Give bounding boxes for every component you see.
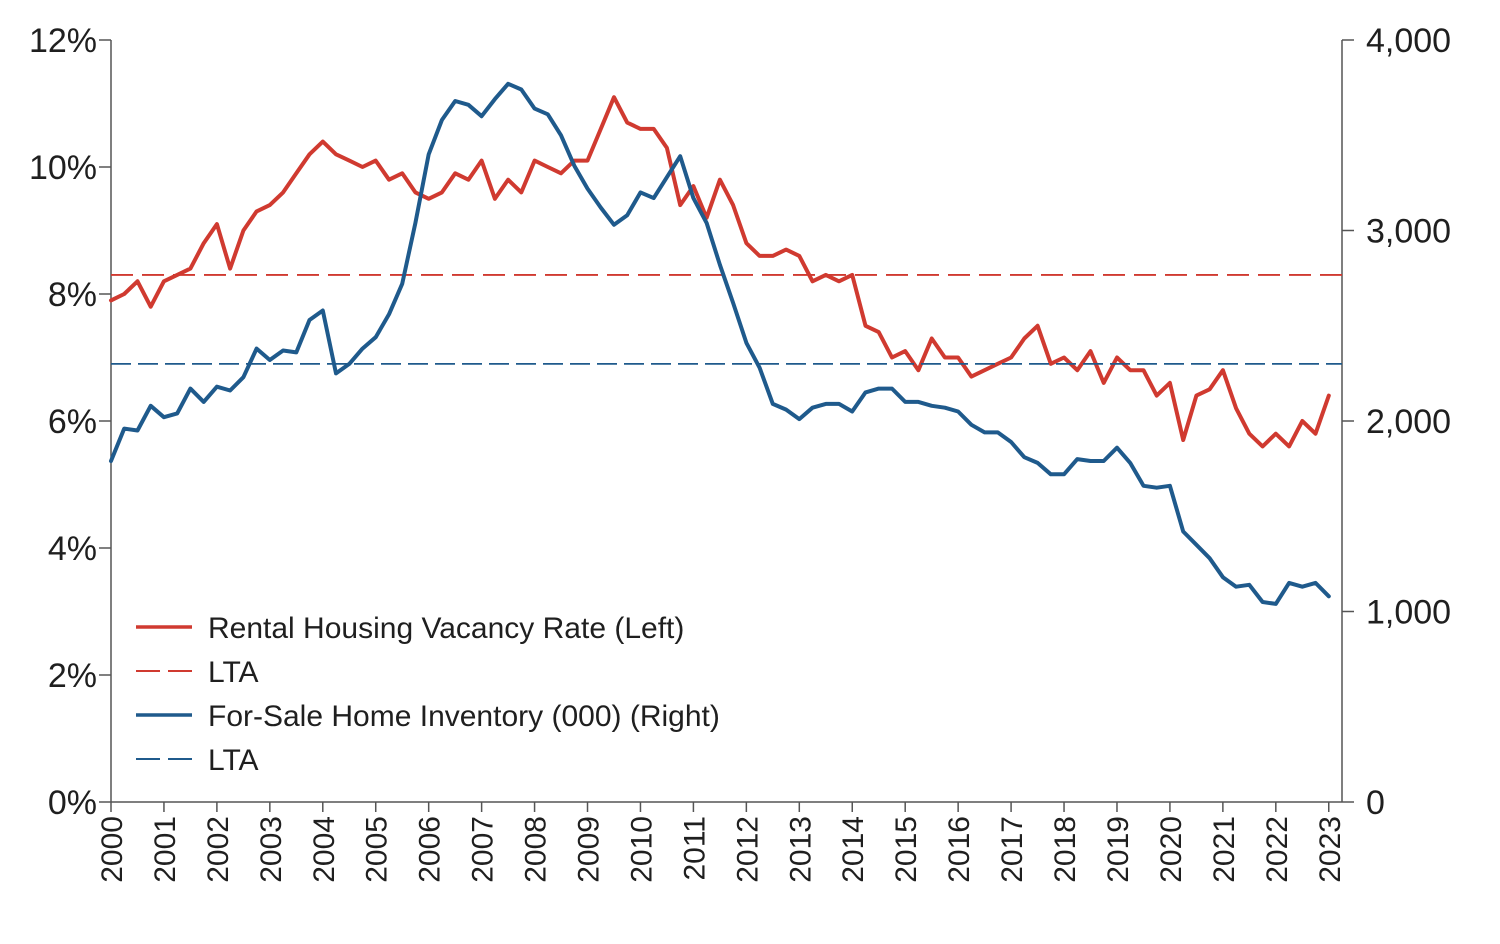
legend-label: LTA [208,744,259,777]
axes [110,40,1343,803]
x-axis-ticks: 2000 2001 2002 2003 2004 2005 2006 2007 2008 2009… [96,802,1347,883]
x-tick-label: 2017 [996,816,1029,883]
right-tick-label: 0 [1366,784,1385,822]
x-tick-label: 2018 [1049,816,1082,883]
left-tick-label: 10% [29,149,97,187]
series-line-0 [109,95,1331,449]
x-tick-label: 2023 [1314,816,1347,883]
x-tick-label: 2009 [573,816,606,883]
x-tick-label: 2008 [520,816,553,883]
x-tick-label: 2003 [255,816,288,883]
series-layer [109,81,1342,606]
x-tick-label: 2011 [678,816,711,881]
x-tick-label: 2021 [1208,816,1241,883]
x-tick-label: 2022 [1261,816,1294,883]
right-tick-label: 4,000 [1366,22,1451,60]
right-tick-label: 2,000 [1366,403,1451,441]
x-tick-label: 2016 [943,816,976,883]
right-axis-ticks: 0 1,000 2,000 3,000 4,000 [1342,22,1451,822]
right-tick-label: 3,000 [1366,213,1451,251]
x-tick-label: 2002 [202,816,235,883]
x-tick-label: 2020 [1155,816,1188,883]
x-tick-label: 2005 [361,816,394,883]
x-tick-label: 2000 [96,816,129,883]
right-tick-label: 1,000 [1366,594,1451,632]
left-tick-label: 12% [29,22,97,60]
legend-label: LTA [208,656,259,689]
x-tick-label: 2019 [1102,816,1135,883]
left-axis-ticks: 0% 2% 4% 6% 8% 10% 12% [29,22,111,822]
left-tick-label: 4% [48,530,97,568]
series-line-2 [109,81,1331,606]
x-tick-label: 2015 [890,816,923,883]
x-tick-label: 2014 [837,816,870,883]
x-tick-label: 2001 [149,816,182,883]
left-tick-label: 2% [48,657,97,695]
x-tick-label: 2010 [625,816,658,883]
legend-label: Rental Housing Vacancy Rate (Left) [208,612,684,645]
left-tick-label: 8% [48,276,97,314]
x-tick-label: 2012 [731,816,764,883]
legend-label: For-Sale Home Inventory (000) (Right) [208,700,720,733]
legend: Rental Housing Vacancy Rate (Left) LTA For… [136,612,720,777]
x-tick-label: 2013 [784,816,817,883]
left-tick-label: 0% [48,784,97,822]
left-tick-label: 6% [48,403,97,441]
x-tick-label: 2006 [414,816,447,883]
x-tick-label: 2007 [467,816,500,883]
x-tick-label: 2004 [308,816,341,883]
